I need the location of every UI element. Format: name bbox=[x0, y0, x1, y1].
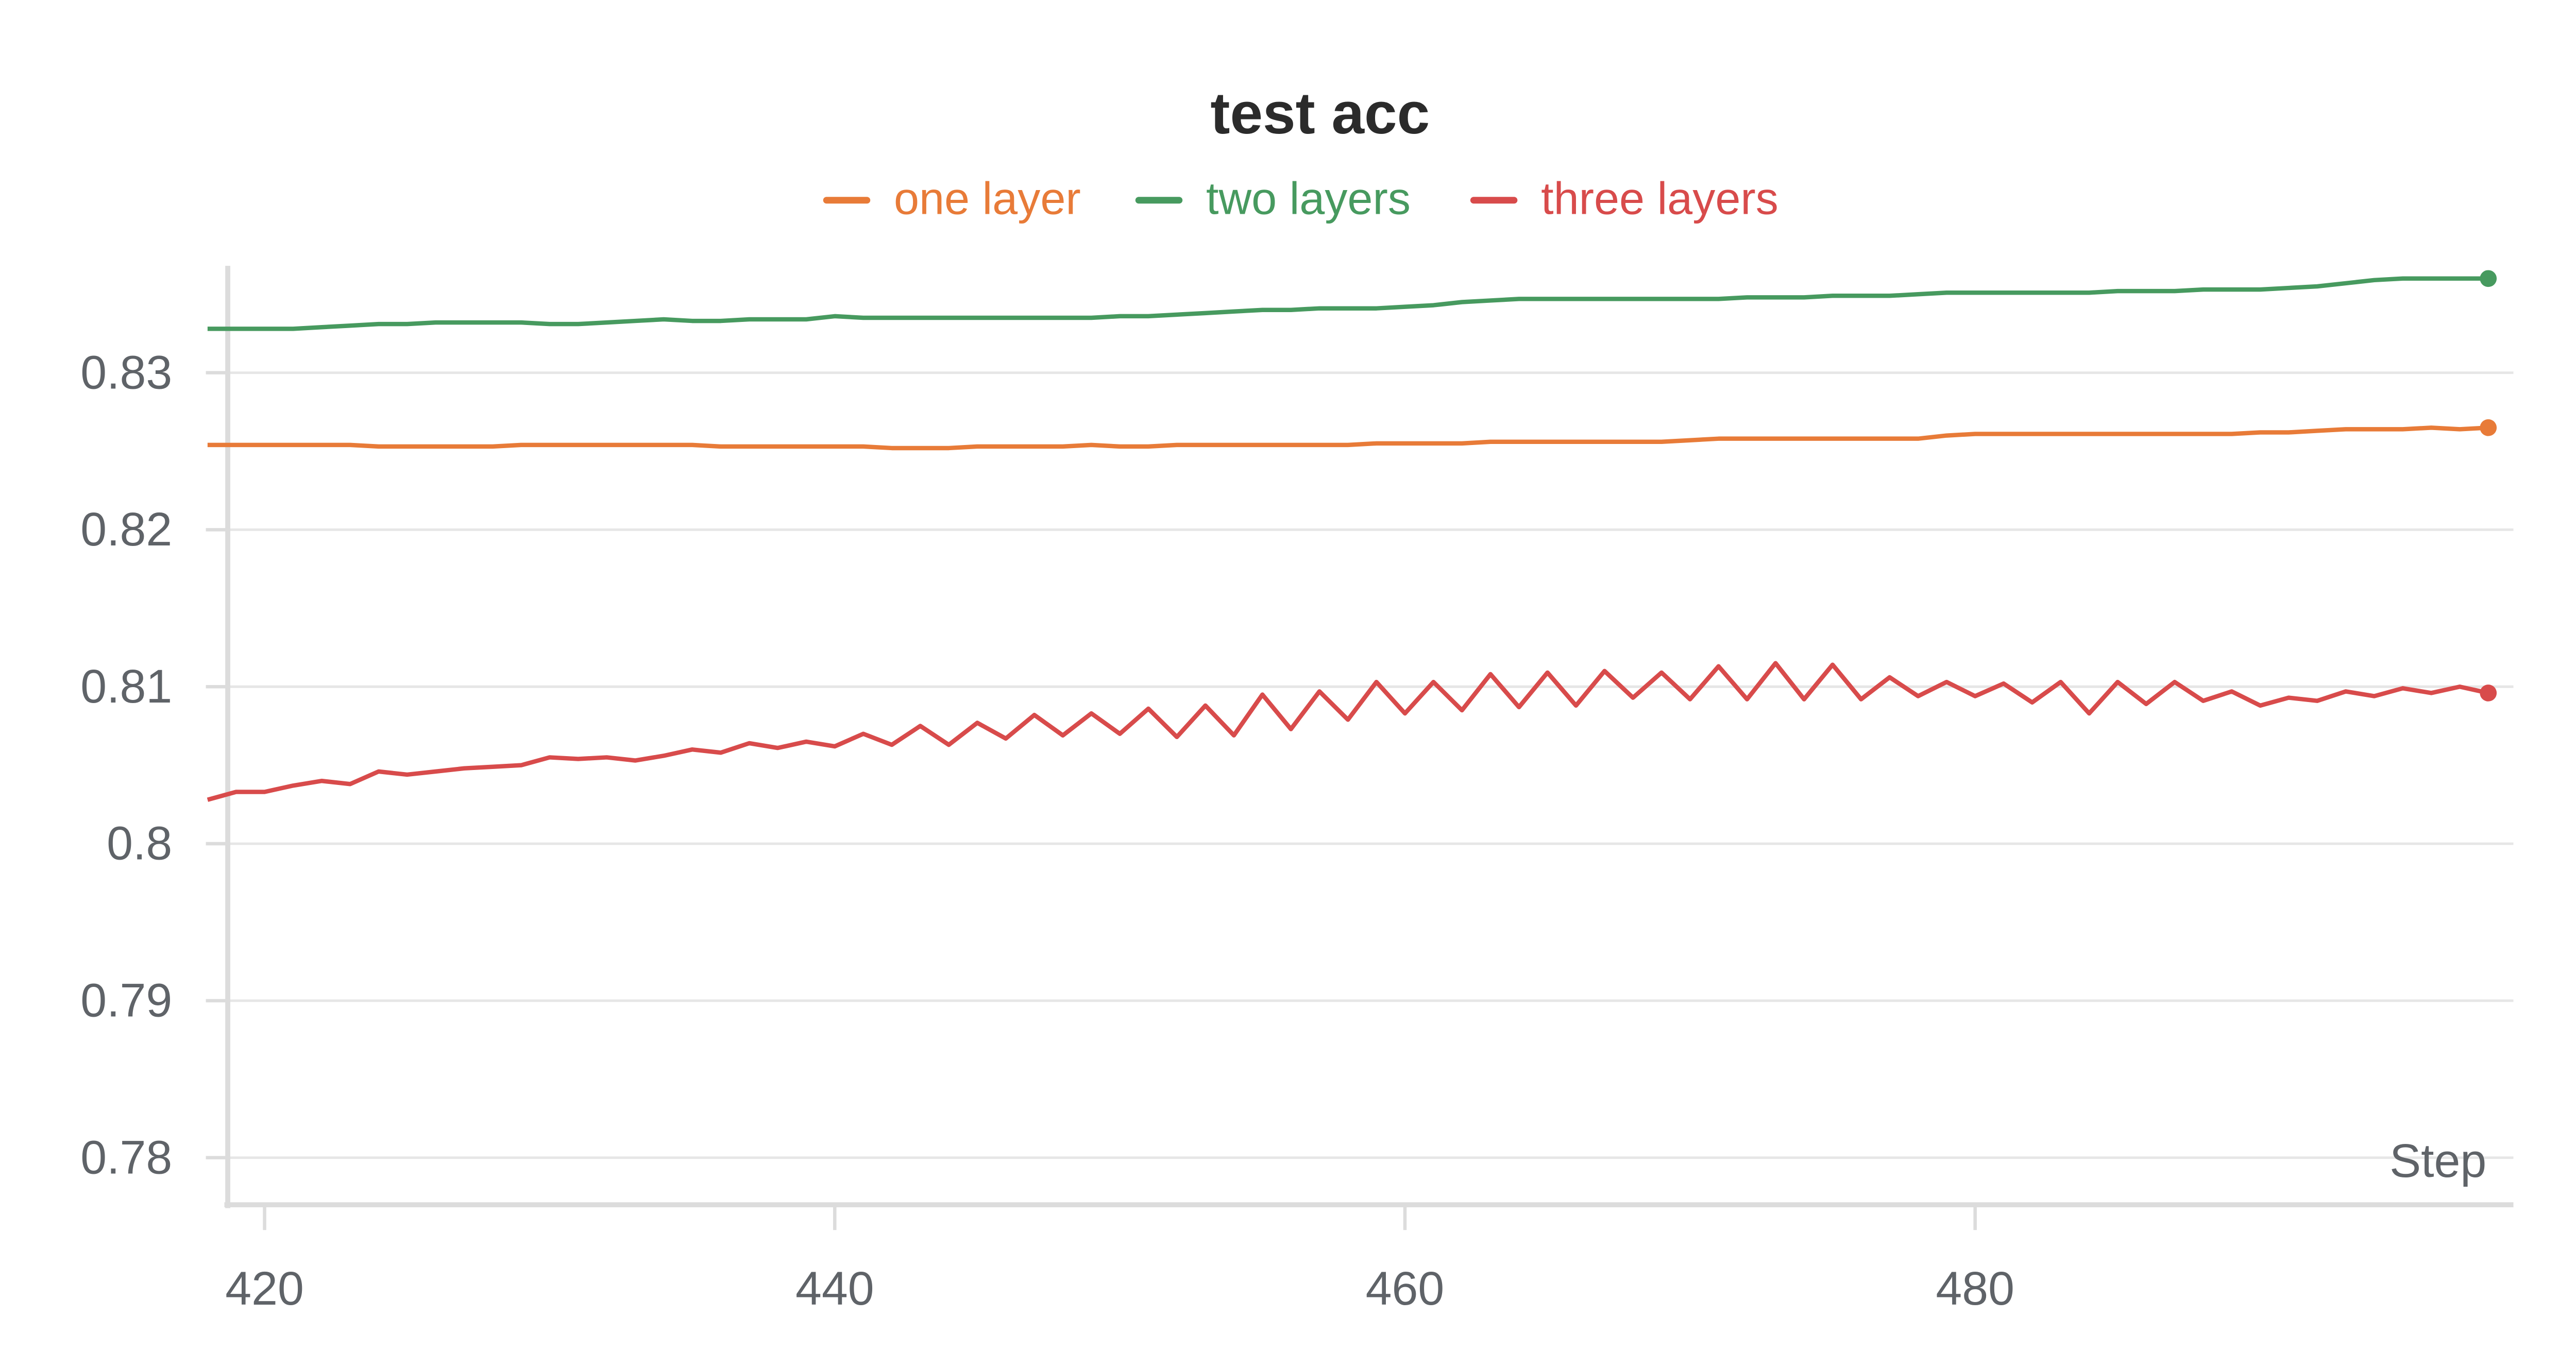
y-tick-label: 0.79 bbox=[80, 974, 172, 1027]
end-point bbox=[2480, 270, 2497, 287]
series-line bbox=[207, 425, 2488, 451]
series-line bbox=[207, 276, 2488, 331]
x-tick-label: 480 bbox=[1936, 1262, 2014, 1315]
x-tick-label: 420 bbox=[225, 1262, 304, 1315]
x-tick-label: 440 bbox=[795, 1262, 874, 1315]
end-point bbox=[2480, 685, 2497, 702]
legend-label: one layer bbox=[894, 173, 1081, 224]
series-line bbox=[207, 661, 2489, 802]
y-tick-label: 0.78 bbox=[80, 1131, 172, 1184]
end-point bbox=[2480, 419, 2497, 436]
y-tick-label: 0.81 bbox=[80, 660, 172, 713]
y-tick-label: 0.8 bbox=[107, 817, 172, 870]
y-tick-label: 0.83 bbox=[80, 346, 172, 399]
y-tick-label: 0.82 bbox=[80, 503, 172, 556]
chart-title: test acc bbox=[1210, 80, 1430, 146]
legend: one layer two layers three layers bbox=[823, 173, 1778, 224]
grid bbox=[228, 371, 2514, 1159]
legend-label: two layers bbox=[1206, 173, 1411, 224]
legend-label: three layers bbox=[1541, 173, 1778, 224]
x-tick-label: 460 bbox=[1366, 1262, 1445, 1315]
x-axis-label: Step bbox=[2389, 1135, 2486, 1187]
